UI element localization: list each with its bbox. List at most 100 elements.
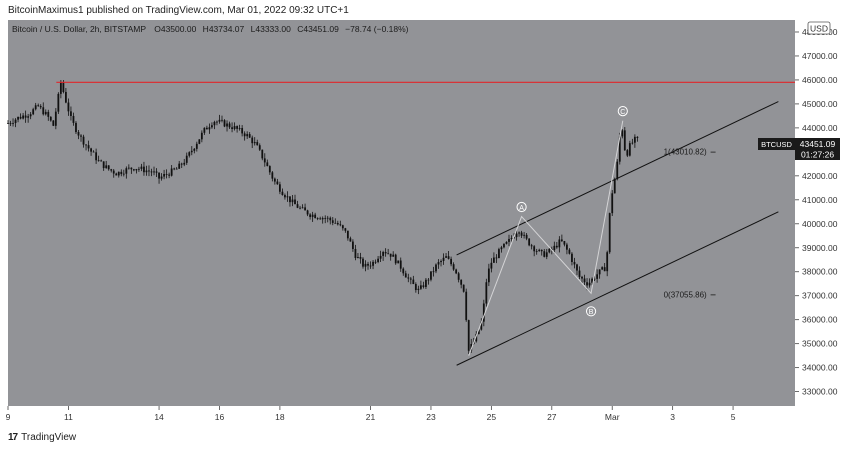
candle-body — [603, 267, 606, 272]
candle-body — [485, 282, 488, 304]
candle-body — [492, 257, 495, 263]
candle-body — [611, 193, 614, 214]
candle-body — [236, 126, 239, 129]
candle-body — [213, 121, 216, 126]
candle-body — [397, 260, 400, 264]
candle-body — [135, 169, 138, 171]
candle-body — [125, 168, 128, 174]
candle-body — [563, 241, 566, 245]
candle-body — [226, 123, 228, 127]
tradingview-brand[interactable]: 17 TradingView — [8, 432, 76, 443]
candle-body — [309, 214, 312, 217]
candle-body — [339, 224, 342, 226]
candle-body — [168, 174, 171, 176]
legend-low: 43333.00 — [255, 24, 291, 34]
candle-body — [148, 170, 150, 172]
legend-close: 43451.09 — [303, 24, 339, 34]
candle-body — [294, 199, 296, 205]
candle-body — [155, 171, 158, 173]
price-axis[interactable] — [795, 20, 850, 406]
candle-body — [334, 222, 337, 224]
candle-body — [24, 115, 27, 118]
candle-body — [127, 167, 130, 169]
candle-body — [324, 218, 327, 219]
candle-body — [576, 264, 578, 271]
wave-label-circle — [617, 106, 628, 117]
candle-body — [540, 249, 543, 252]
candle-body — [165, 174, 168, 175]
legend-change: −78.74 (−0.18%) — [345, 24, 408, 34]
candle-body — [263, 158, 266, 163]
candle-body — [223, 120, 226, 127]
candle-body — [316, 218, 319, 219]
candle-body — [404, 273, 407, 278]
candle-body — [299, 207, 301, 209]
candle-body — [354, 248, 357, 258]
candle-body — [273, 178, 276, 182]
candle-body — [545, 252, 548, 257]
x-tick-label: 18 — [275, 412, 285, 422]
candle-body — [195, 143, 198, 149]
candle-body — [437, 262, 440, 265]
x-tick-label: Mar — [605, 412, 620, 422]
candle-body — [321, 218, 324, 220]
y-tick-label: 35000.00 — [802, 339, 838, 349]
candle-body — [289, 196, 291, 203]
x-tick-label: 3 — [670, 412, 675, 422]
wave-label: B — [589, 309, 594, 316]
price-tag-value: 43451.09 — [800, 139, 836, 149]
candle-body — [553, 245, 556, 251]
candle-body — [498, 249, 500, 259]
candle-body — [369, 265, 372, 267]
candle-body — [555, 245, 558, 248]
candle-body — [538, 249, 541, 252]
candle-body — [82, 136, 85, 145]
candle-body — [160, 176, 163, 179]
candle-body — [628, 143, 631, 156]
candle-body — [419, 285, 422, 289]
fib-level-label: 0(37055.86) — [664, 290, 707, 299]
x-tick-label: 21 — [366, 412, 376, 422]
symbol-tag-bg — [758, 138, 795, 150]
candle-body — [367, 263, 369, 266]
wave-label: C — [620, 109, 625, 116]
candle-body — [90, 148, 92, 152]
candle-body — [193, 148, 196, 151]
candle-body — [117, 171, 120, 176]
candle-body — [211, 125, 213, 128]
candle-body — [530, 245, 533, 247]
candle-body — [145, 170, 148, 173]
candle-body — [100, 160, 103, 162]
candle-body — [52, 120, 55, 126]
candle-body — [140, 166, 143, 169]
candle-body — [535, 251, 538, 252]
y-tick-label: 41000.00 — [802, 195, 838, 205]
candle-body — [231, 127, 233, 130]
candle-body — [248, 134, 251, 138]
candle-body — [110, 169, 113, 171]
candle-body — [253, 142, 256, 144]
candle-body — [243, 133, 246, 137]
candle-body — [518, 232, 520, 234]
candle-body — [341, 225, 344, 229]
candle-body — [440, 260, 442, 263]
candle-body — [163, 174, 165, 177]
candle-body — [246, 134, 249, 137]
chart-legend: Bitcoin / U.S. Dollar, 2h, BITSTAMP O435… — [12, 24, 409, 34]
candle-body — [349, 238, 352, 242]
candle-body — [143, 166, 145, 173]
y-tick-label: 37000.00 — [802, 291, 838, 301]
candle-body — [228, 123, 231, 128]
candle-body — [548, 248, 551, 253]
x-tick-label: 23 — [426, 412, 436, 422]
candle-body — [432, 271, 435, 273]
candle-body — [362, 258, 364, 267]
y-tick-label: 36000.00 — [802, 315, 838, 325]
price-tag-bg — [795, 138, 840, 160]
candle-body — [85, 144, 87, 146]
legend-open-label: O — [154, 24, 161, 34]
candle-body — [180, 163, 183, 165]
candle-body — [631, 142, 634, 144]
candle-series — [7, 80, 639, 354]
